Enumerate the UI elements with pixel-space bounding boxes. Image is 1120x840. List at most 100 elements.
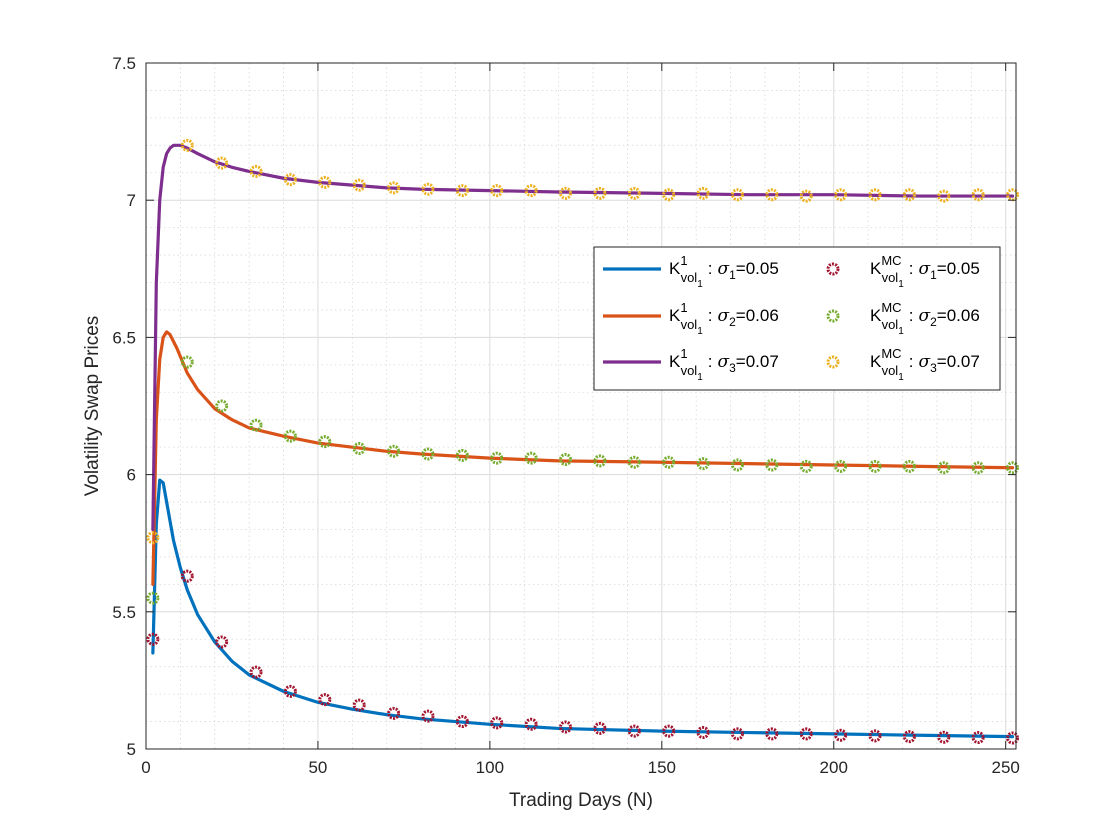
marker-series-6 bbox=[180, 138, 194, 152]
marker-series-6 bbox=[662, 188, 676, 202]
legend-k: K bbox=[870, 306, 882, 325]
legend-subscript: vol bbox=[681, 317, 698, 332]
legend-separator: : bbox=[909, 352, 914, 371]
x-tick-label: 100 bbox=[476, 758, 504, 777]
marker-series-4 bbox=[455, 715, 469, 729]
marker-series-6 bbox=[249, 164, 263, 178]
legend-entry-4: KMC vol1: σ1=0.05 bbox=[826, 253, 980, 290]
y-tick-label: 7.5 bbox=[112, 54, 136, 73]
marker-series-5 bbox=[799, 459, 813, 473]
marker-series-6 bbox=[146, 531, 160, 545]
legend-marker-swatch bbox=[826, 355, 840, 369]
marker-series-4 bbox=[180, 569, 194, 583]
legend-k: K bbox=[870, 259, 882, 278]
legend-value: =0.05 bbox=[736, 259, 779, 278]
legend-sigma: σ bbox=[718, 306, 730, 326]
marker-series-4 bbox=[971, 730, 985, 744]
x-axis-label: Trading Days (N) bbox=[509, 790, 653, 811]
marker-series-5 bbox=[421, 447, 435, 461]
legend-superscript: 1 bbox=[680, 300, 687, 315]
legend-value: =0.05 bbox=[937, 259, 980, 278]
y-tick-label: 5.5 bbox=[112, 603, 136, 622]
marker-series-5 bbox=[937, 461, 951, 475]
marker-series-6 bbox=[937, 189, 951, 203]
marker-series-6 bbox=[215, 156, 229, 170]
marker-series-5 bbox=[387, 444, 401, 458]
marker-series-5 bbox=[215, 399, 229, 413]
legend-entry-2: K1 vol1: σ2=0.06 bbox=[603, 300, 779, 337]
marker-series-4 bbox=[524, 717, 538, 731]
marker-series-4 bbox=[490, 716, 504, 730]
legend-subsubscript: 1 bbox=[898, 279, 904, 290]
legend-entry-5: KMC vol1: σ2=0.06 bbox=[826, 300, 980, 337]
axes-background bbox=[146, 63, 1016, 749]
legend-subsubscript: 1 bbox=[898, 372, 904, 383]
marker-series-6 bbox=[593, 186, 607, 200]
legend-value: =0.06 bbox=[937, 306, 980, 325]
legend-subscript: vol bbox=[882, 363, 899, 378]
legend-k: K bbox=[669, 259, 681, 278]
marker-series-5 bbox=[593, 454, 607, 468]
legend-entry-3: K1 vol1: σ3=0.07 bbox=[603, 346, 779, 383]
marker-series-5 bbox=[146, 591, 160, 605]
marker-series-4 bbox=[627, 724, 641, 738]
legend-k: K bbox=[669, 306, 681, 325]
series-line-2 bbox=[151, 330, 1015, 586]
y-tick-label: 5 bbox=[127, 740, 136, 759]
legend-superscript: 1 bbox=[680, 346, 687, 361]
y-tick-label: 6.5 bbox=[112, 328, 136, 347]
legend-separator: : bbox=[909, 306, 914, 325]
legend-sigma-subscript: 3 bbox=[729, 361, 736, 375]
legend-value: =0.06 bbox=[736, 306, 779, 325]
marker-series-6 bbox=[696, 186, 710, 200]
marker-series-6 bbox=[455, 184, 469, 198]
x-tick-label: 150 bbox=[648, 758, 676, 777]
marker-series-5 bbox=[352, 442, 366, 456]
marker-series-6 bbox=[524, 184, 538, 198]
x-tick-label: 200 bbox=[820, 758, 848, 777]
marker-series-5 bbox=[559, 453, 573, 467]
legend-separator: : bbox=[909, 259, 914, 278]
marker-series-5 bbox=[249, 418, 263, 432]
marker-series-4 bbox=[662, 724, 676, 738]
marker-series-6 bbox=[490, 184, 504, 198]
legend-subscript: vol bbox=[681, 363, 698, 378]
marker-series-5 bbox=[490, 451, 504, 465]
marker-series-4 bbox=[1006, 731, 1020, 745]
x-tick-label: 50 bbox=[308, 758, 327, 777]
legend-sigma: σ bbox=[718, 259, 730, 279]
legend-superscript: 1 bbox=[680, 253, 687, 268]
marker-series-4 bbox=[352, 698, 366, 712]
marker-series-4 bbox=[559, 720, 573, 734]
marker-series-5 bbox=[902, 459, 916, 473]
x-tick-label: 0 bbox=[141, 758, 150, 777]
marker-series-6 bbox=[283, 173, 297, 187]
axes-box bbox=[145, 62, 1017, 750]
series-line-1 bbox=[151, 478, 1015, 739]
marker-series-4 bbox=[283, 684, 297, 698]
marker-series-5 bbox=[455, 448, 469, 462]
marker-series-4 bbox=[421, 709, 435, 723]
marker-series-5 bbox=[524, 451, 538, 465]
marker-series-6 bbox=[902, 188, 916, 202]
legend-subscript: vol bbox=[681, 270, 698, 285]
marker-series-6 bbox=[352, 178, 366, 192]
marker-series-4 bbox=[593, 721, 607, 735]
marker-series-4 bbox=[215, 635, 229, 649]
marker-series-6 bbox=[387, 181, 401, 195]
marker-series-4 bbox=[249, 665, 263, 679]
legend-label: KMC vol1: σ2=0.06 bbox=[870, 300, 980, 337]
legend-label: K1 vol1: σ3=0.07 bbox=[669, 346, 779, 383]
legend-k: K bbox=[669, 352, 681, 371]
legend-sigma-subscript: 3 bbox=[930, 361, 937, 375]
y-tick-label: 6 bbox=[127, 466, 136, 485]
legend-entry-1: K1 vol1: σ1=0.05 bbox=[603, 253, 779, 290]
legend-sigma-subscript: 1 bbox=[930, 268, 937, 282]
legend-sigma: σ bbox=[918, 259, 930, 279]
legend-subsubscript: 1 bbox=[697, 372, 703, 383]
marker-series-5 bbox=[868, 459, 882, 473]
marker-series-4 bbox=[868, 729, 882, 743]
marker-series-4 bbox=[696, 726, 710, 740]
